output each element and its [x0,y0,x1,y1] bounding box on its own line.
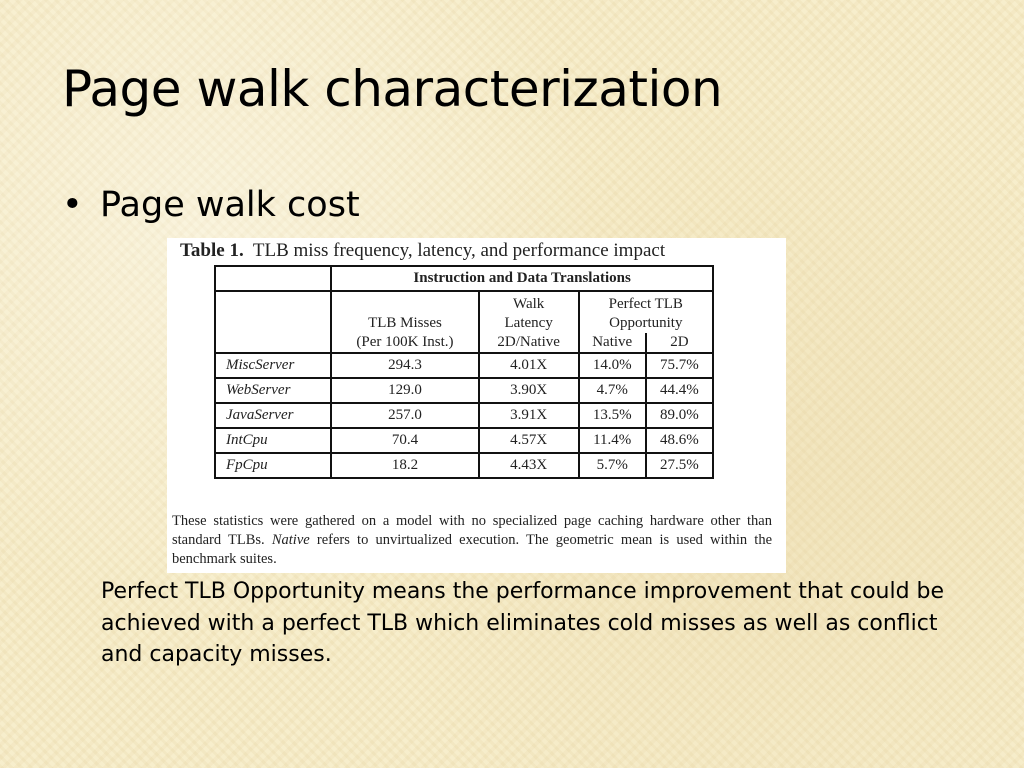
table-row: FpCpu 18.2 4.43X 5.7% 27.5% [213,452,715,479]
native-cell: 11.4% [577,427,647,454]
header-tlb-misses: TLB Misses (Per 100K Inst.) [330,290,480,354]
twod-cell: 27.5% [644,452,715,479]
bullet-marker: • [62,185,83,225]
header-walk-line2: Latency [504,315,553,331]
notes-part-2: refers to unvirtualized execution. The g… [172,532,772,567]
benchmark-cell: WebServer [213,377,333,404]
bullet-text: Page walk cost [100,185,360,225]
twod-cell: 89.0% [644,402,715,429]
slide-title: Page walk characterization [62,60,723,118]
tlb-misses-cell: 129.0 [330,377,480,404]
walk-latency-cell: 3.90X [477,377,580,404]
header-perfect-line2: Opportunity [609,315,683,331]
header-tlb-misses-unit: (Per 100K Inst.) [356,334,454,350]
table-figure: Table 1. TLB miss frequency, latency, an… [167,238,786,573]
tlb-table: Instruction and Data Translations TLB Mi… [213,265,715,479]
walk-latency-cell: 4.57X [477,427,580,454]
explanation-text: Perfect TLB Opportunity means the perfor… [101,579,945,667]
benchmark-cell: JavaServer [213,402,333,429]
header-2d: 2D [670,334,689,350]
header-native: Native [580,333,647,352]
table-row: JavaServer 257.0 3.91X 13.5% 89.0% [213,402,715,429]
group-header: Instruction and Data Translations [330,265,714,292]
native-cell: 14.0% [577,352,647,379]
benchmark-cell: FpCpu [213,452,333,479]
tlb-misses-cell: 257.0 [330,402,480,429]
benchmark-cell: IntCpu [213,427,333,454]
benchmark-cell: MiscServer [213,352,333,379]
header-perfect-tlb: Perfect TLB Opportunity Native 2D [577,290,715,354]
tlb-misses-cell: 18.2 [330,452,480,479]
header-walk-latency: Walk Latency 2D/Native [477,290,580,354]
walk-latency-cell: 3.91X [477,402,580,429]
notes-part-1: These statistics were gathered on a mode… [172,513,772,548]
table-caption-label: Table 1. [180,240,244,261]
twod-cell: 48.6% [644,427,715,454]
tlb-misses-cell: 70.4 [330,427,480,454]
table-row: MiscServer 294.3 4.01X 14.0% 75.7% [213,352,715,379]
header-walk-line1: Walk [513,296,545,312]
header-perfect-line1: Perfect TLB [608,296,683,312]
header-empty-cell [213,290,333,354]
header-tlb-misses-label: TLB Misses [368,315,442,331]
table-notes: These statistics were gathered on a mode… [172,512,772,569]
table-row: IntCpu 70.4 4.57X 11.4% 48.6% [213,427,715,454]
walk-latency-cell: 4.43X [477,452,580,479]
tlb-misses-cell: 294.3 [330,352,480,379]
header-walk-line3: 2D/Native [497,334,560,350]
native-cell: 4.7% [577,377,647,404]
table-caption: Table 1. TLB miss frequency, latency, an… [180,240,665,262]
twod-cell: 75.7% [644,352,715,379]
native-cell: 5.7% [577,452,647,479]
table-row: WebServer 129.0 3.90X 4.7% 44.4% [213,377,715,404]
table-caption-text: TLB miss frequency, latency, and perform… [252,240,666,261]
walk-latency-cell: 4.01X [477,352,580,379]
native-cell: 13.5% [577,402,647,429]
twod-cell: 44.4% [644,377,715,404]
bullet-item: • Page walk cost [62,184,360,226]
notes-emphasis: Native [271,532,310,548]
